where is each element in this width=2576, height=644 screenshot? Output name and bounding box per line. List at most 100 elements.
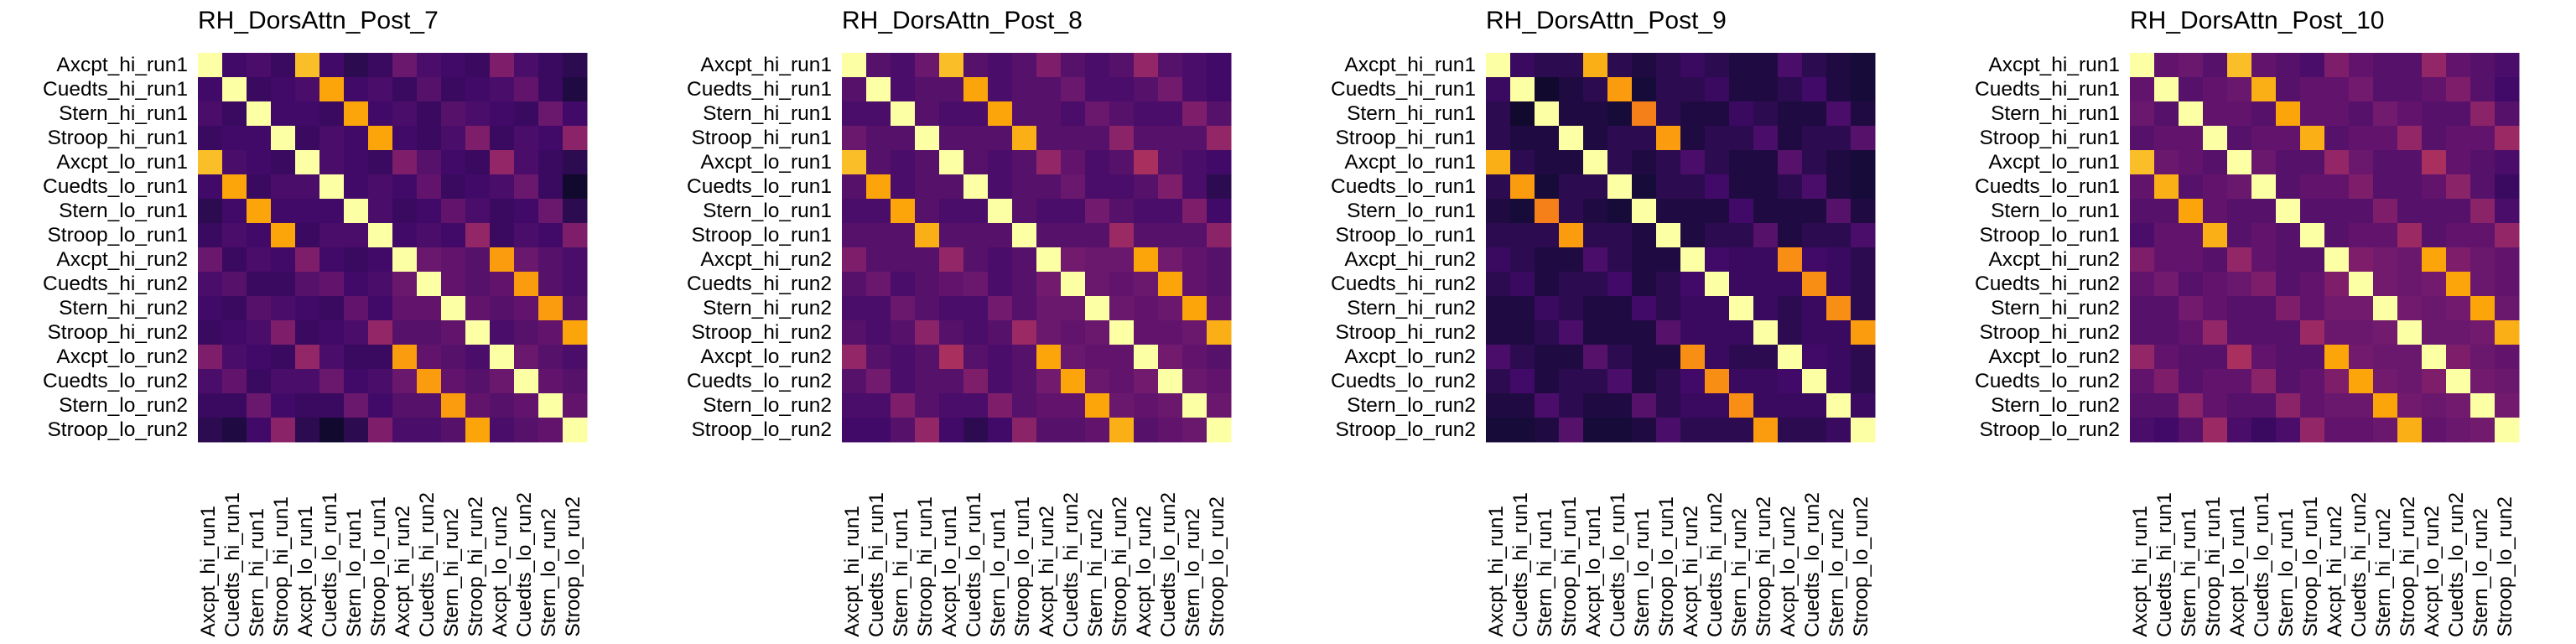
heatmap-cell <box>1607 296 1633 321</box>
heatmap-cell <box>915 393 940 418</box>
heatmap-cell <box>2276 345 2301 370</box>
heatmap-cell <box>1778 53 1803 78</box>
heatmap-cell <box>1061 393 1086 418</box>
col-label-box: Cuedts_hi_run1 <box>1509 461 1535 637</box>
heatmap-cell <box>891 369 916 394</box>
heatmap-cell <box>866 199 891 224</box>
heatmap-cell <box>2251 199 2277 224</box>
heatmap-cell <box>915 77 940 102</box>
heatmap-cell <box>1583 77 1608 102</box>
row-label: Stroop_lo_run1 <box>691 224 832 247</box>
heatmap-cell <box>1510 393 1535 418</box>
heatmap-cell <box>514 345 539 370</box>
heatmap-cell <box>2446 418 2471 443</box>
heatmap-cell <box>1486 320 1511 345</box>
heatmap-cell <box>2373 150 2398 175</box>
heatmap-cell <box>465 174 491 200</box>
heatmap-cell <box>222 199 247 224</box>
heatmap-cell <box>1680 150 1706 175</box>
heatmap-cell <box>1851 418 1876 443</box>
heatmap-cell <box>222 247 247 273</box>
heatmap-cell <box>198 418 223 443</box>
heatmap-cell <box>1134 199 1159 224</box>
col-label-box: Cuedts_lo_run2 <box>1157 461 1182 637</box>
heatmap-cell <box>2251 223 2277 248</box>
heatmap-cell <box>1583 101 1608 127</box>
heatmap-cell <box>2349 77 2374 102</box>
heatmap-cell <box>247 247 272 273</box>
col-label: Axcpt_lo_run1 <box>1582 506 1605 637</box>
heatmap-cell <box>1753 369 1779 394</box>
heatmap-cell <box>271 53 296 78</box>
heatmap-panel-3: RH_DorsAttn_Post_9 Axcpt_hi_run1 Cuedts_hi… <box>1288 0 1932 644</box>
heatmap-cell <box>271 101 296 127</box>
heatmap-cell <box>1680 418 1706 443</box>
heatmap-cell <box>417 223 442 248</box>
col-label: Stern_hi_run2 <box>2372 508 2395 637</box>
row-label: Stroop_lo_run1 <box>1979 224 2120 247</box>
heatmap-cell <box>538 53 564 78</box>
col-label-box: Cuedts_lo_run1 <box>1607 461 1632 637</box>
heatmap-cell <box>1680 393 1706 418</box>
col-label-box: Stroop_lo_run2 <box>2494 461 2519 637</box>
heatmap-cell <box>1583 296 1608 321</box>
heatmap-cell <box>1826 150 1852 175</box>
heatmap-cell <box>295 272 320 297</box>
heatmap-cell <box>1510 369 1535 394</box>
row-label: Stroop_hi_run1 <box>47 127 188 149</box>
heatmap-cell <box>465 199 491 224</box>
heatmap-cell <box>1061 77 1086 102</box>
heatmap-cell <box>514 101 539 127</box>
heatmap-cell <box>963 247 989 273</box>
heatmap-cell <box>1158 369 1183 394</box>
heatmap-cell <box>2130 126 2155 151</box>
heatmap-cell <box>1012 199 1037 224</box>
heatmap-cell <box>1486 418 1511 443</box>
heatmap-cell <box>2300 247 2325 273</box>
heatmap-cell <box>2227 174 2252 200</box>
heatmap-cell <box>1729 393 1754 418</box>
heatmap-cell <box>2422 272 2447 297</box>
heatmap-cell <box>866 272 891 297</box>
heatmap-cell <box>2446 101 2471 127</box>
heatmap-cell <box>1802 101 1827 127</box>
col-label: Stern_lo_run2 <box>2470 508 2492 637</box>
heatmap-cell <box>295 77 320 102</box>
heatmap-cell <box>1778 223 1803 248</box>
heatmap-cell <box>1158 199 1183 224</box>
heatmap-cell <box>2130 53 2155 78</box>
heatmap-cell <box>988 223 1013 248</box>
heatmap-cell <box>2203 418 2228 443</box>
heatmap-cell <box>963 53 989 78</box>
heatmap-cell <box>2300 101 2325 127</box>
heatmap-cell <box>1559 272 1584 297</box>
heatmap-cell <box>1656 345 1681 370</box>
heatmap-cell <box>1705 223 1730 248</box>
heatmap-cell <box>1705 320 1730 345</box>
heatmap-cell <box>392 126 418 151</box>
heatmap-cell <box>939 393 964 418</box>
heatmap-title: RH_DorsAttn_Post_8 <box>842 7 1083 34</box>
heatmap-cell <box>1134 345 1159 370</box>
row-label: Axcpt_hi_run1 <box>1988 54 2120 76</box>
heatmap-cell <box>1085 223 1110 248</box>
heatmap-cell <box>866 77 891 102</box>
heatmap-cell <box>368 150 393 175</box>
heatmap-cell <box>1085 53 1110 78</box>
col-label-box: Cuedts_hi_run2 <box>1704 461 1729 637</box>
row-label: Stern_lo_run1 <box>1991 200 2120 222</box>
heatmap-cell <box>1036 53 1062 78</box>
col-label: Stroop_hi_run1 <box>270 496 293 637</box>
heatmap-cell <box>1085 174 1110 200</box>
heatmap-cell <box>319 53 345 78</box>
row-label: Axcpt_lo_run2 <box>700 345 832 368</box>
heatmap-cell <box>392 296 418 321</box>
heatmap-cell <box>1729 345 1754 370</box>
heatmap-cell <box>465 320 491 345</box>
col-label: Stern_lo_run1 <box>2275 508 2298 637</box>
heatmap-cell <box>963 369 989 394</box>
heatmap-cell <box>2446 296 2471 321</box>
heatmap-cell <box>891 418 916 443</box>
heatmap-cell <box>1085 369 1110 394</box>
heatmap-cell <box>963 174 989 200</box>
